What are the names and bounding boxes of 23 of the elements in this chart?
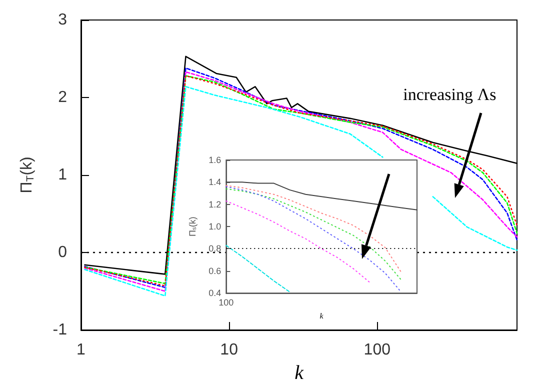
y-tick-label: 0.6 (208, 266, 222, 276)
x-tick-label: 100 (364, 342, 391, 358)
y-tick-label: 0 (58, 244, 68, 261)
x-tick-label: 100 (218, 298, 234, 308)
line-series (226, 200, 370, 283)
y-tick-label: 1.2 (208, 199, 222, 210)
x-axis-title: k (294, 362, 305, 384)
y-tick-label: 1.4 (208, 177, 222, 188)
annotation: increasing Λs (403, 84, 496, 104)
y-tick-label: 0.4 (208, 288, 222, 298)
y-tick-label: -1 (52, 322, 68, 338)
line-series (226, 244, 290, 292)
y-tick-label: 1.0 (208, 222, 222, 232)
x-tick-label: 1 (76, 342, 86, 358)
y-axis-title: ΠT(k) (18, 156, 36, 194)
y-tick-label: 3 (58, 12, 68, 28)
line-series (226, 182, 418, 210)
x-axis-title: k (320, 312, 324, 320)
x-tick-label: 10 (220, 342, 238, 358)
y-tick-label: 2 (58, 89, 68, 106)
y-tick-label: 1.6 (208, 155, 222, 165)
y-tick-label: 1 (58, 166, 68, 184)
y-tick-label: 0.8 (208, 244, 222, 254)
